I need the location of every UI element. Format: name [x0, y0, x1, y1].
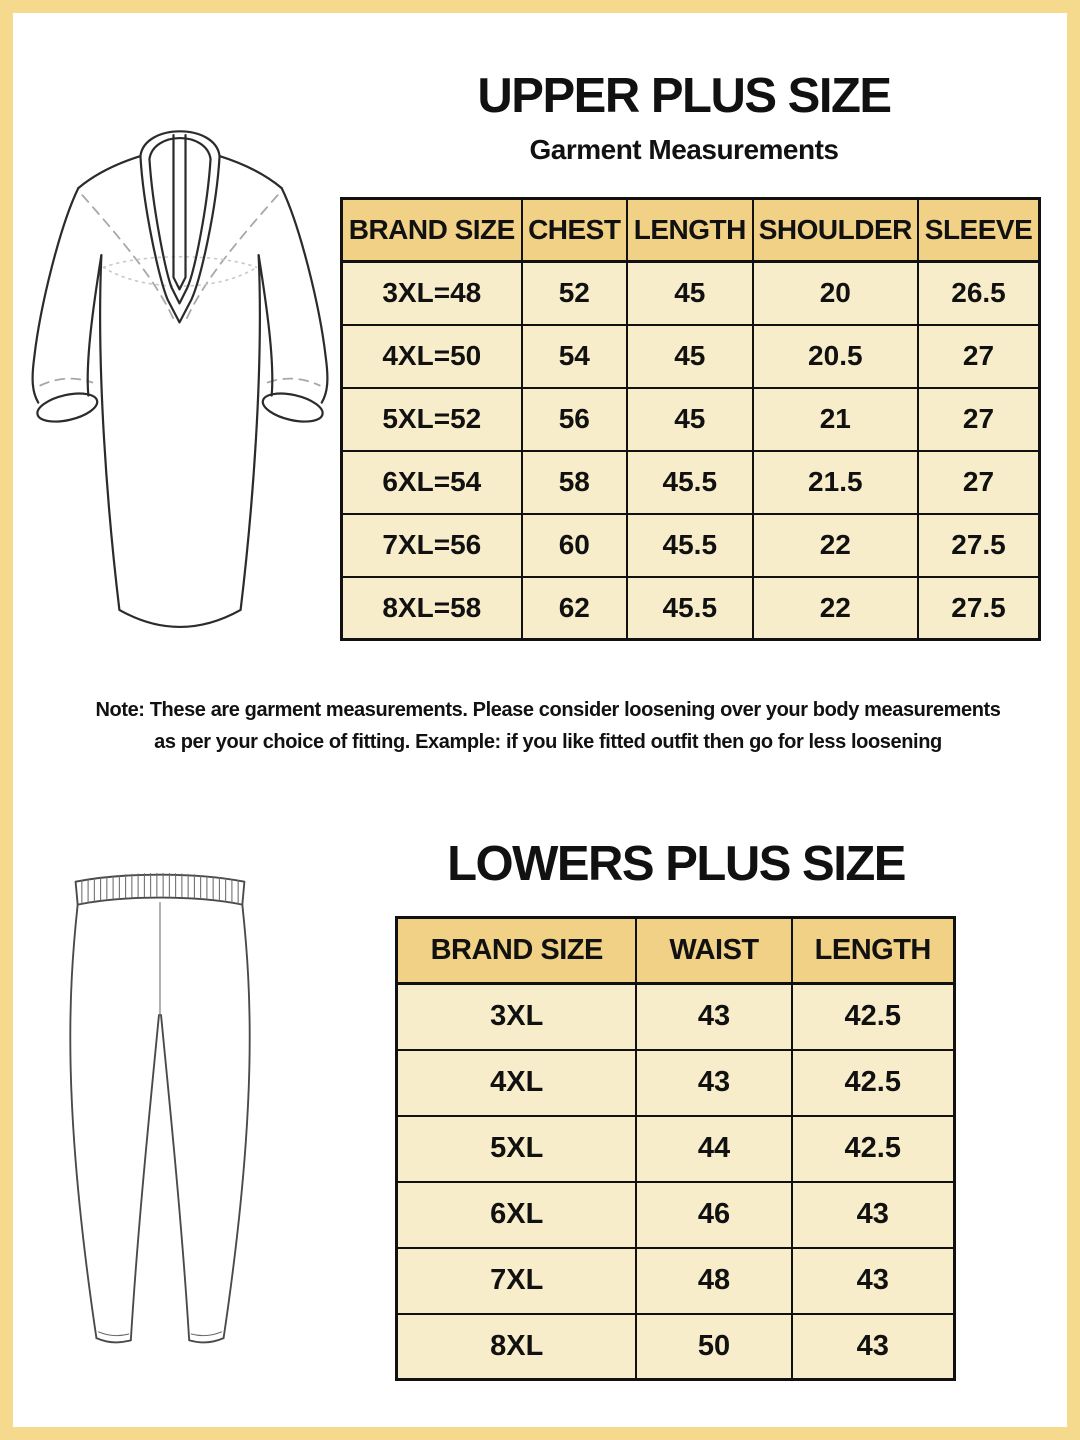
- table-cell: 52: [520, 260, 628, 326]
- table-cell: 43: [790, 1312, 956, 1381]
- header-cell: WAIST: [635, 916, 793, 985]
- upper-title: UPPER PLUS SIZE: [477, 69, 892, 123]
- table-row: 7XL 48 43: [395, 1246, 956, 1315]
- table-cell: 8XL=58: [340, 575, 523, 641]
- table-cell: 20.5: [751, 323, 920, 389]
- table-cell: 43: [790, 1180, 956, 1249]
- table-row: 6XL=54 58 45.5 21.5 27: [340, 449, 1041, 515]
- table-cell: 5XL=52: [340, 386, 523, 452]
- table-row: 5XL=52 56 45 21 27: [340, 386, 1041, 452]
- table-cell: 42.5: [790, 982, 956, 1051]
- table-cell: 50: [635, 1312, 793, 1381]
- table-cell: 43: [635, 982, 793, 1051]
- table-header-row: BRAND SIZE WAIST LENGTH: [395, 916, 956, 985]
- table-cell: 45.5: [625, 449, 754, 515]
- lowers-title: LOWERS PLUS SIZE: [447, 837, 906, 891]
- table-cell: 27: [917, 323, 1041, 389]
- table-cell: 27: [917, 449, 1041, 515]
- table-row: 3XL 43 42.5: [395, 982, 956, 1051]
- table-cell: 4XL: [395, 1048, 638, 1117]
- table-row: 5XL 44 42.5: [395, 1114, 956, 1183]
- table-row: 7XL=56 60 45.5 22 27.5: [340, 512, 1041, 578]
- upper-size-table: BRAND SIZE CHEST LENGTH SHOULDER SLEEVE 3XL=…: [340, 197, 1041, 641]
- table-row: 6XL 46 43: [395, 1180, 956, 1249]
- table-row: 3XL=48 52 45 20 26.5: [340, 260, 1041, 326]
- lowers-size-table: BRAND SIZE WAIST LENGTH 3XL 43 42.5 4XL 43 42.5…: [395, 916, 956, 1381]
- table-cell: 62: [520, 575, 628, 641]
- table-cell: 56: [520, 386, 628, 452]
- upper-section-header: UPPER PLUS SIZE Garment Measurements: [328, 69, 1040, 166]
- table-cell: 4XL=50: [340, 323, 523, 389]
- table-cell: 26.5: [917, 260, 1041, 326]
- table-row: 4XL=50 54 45 20.5 27: [340, 323, 1041, 389]
- table-cell: 22: [751, 575, 920, 641]
- note-line-2: as per your choice of fitting. Example: …: [154, 731, 942, 754]
- table-cell: 21: [751, 386, 920, 452]
- table-cell: 8XL: [395, 1312, 638, 1381]
- table-cell: 22: [751, 512, 920, 578]
- table-header-row: BRAND SIZE CHEST LENGTH SHOULDER SLEEVE: [340, 197, 1041, 263]
- table-cell: 45: [625, 386, 754, 452]
- table-cell: 45.5: [625, 512, 754, 578]
- table-cell: 46: [635, 1180, 793, 1249]
- table-cell: 54: [520, 323, 628, 389]
- header-cell: SHOULDER: [751, 197, 920, 263]
- table-cell: 43: [790, 1246, 956, 1315]
- table-cell: 45.5: [625, 575, 754, 641]
- table-cell: 60: [520, 512, 628, 578]
- header-cell: BRAND SIZE: [395, 916, 638, 985]
- header-cell: LENGTH: [625, 197, 754, 263]
- table-cell: 48: [635, 1246, 793, 1315]
- table-cell: 45: [625, 260, 754, 326]
- table-cell: 6XL=54: [340, 449, 523, 515]
- table-cell: 21.5: [751, 449, 920, 515]
- note-line-1: Note: These are garment measurements. Pl…: [95, 699, 1001, 721]
- leggings-line-drawing: [69, 872, 251, 1344]
- table-cell: 27.5: [917, 512, 1041, 578]
- header-cell: CHEST: [520, 197, 628, 263]
- table-cell: 43: [635, 1048, 793, 1117]
- table-cell: 7XL=56: [340, 512, 523, 578]
- upper-subtitle: Garment Measurements: [529, 134, 839, 166]
- table-cell: 27.5: [917, 575, 1041, 641]
- table-row: 4XL 43 42.5: [395, 1048, 956, 1117]
- table-row: 8XL 50 43: [395, 1312, 956, 1381]
- table-cell: 42.5: [790, 1114, 956, 1183]
- table-cell: 3XL: [395, 982, 638, 1051]
- table-cell: 7XL: [395, 1246, 638, 1315]
- table-cell: 5XL: [395, 1114, 638, 1183]
- table-cell: 27: [917, 386, 1041, 452]
- table-cell: 6XL: [395, 1180, 638, 1249]
- table-cell: 58: [520, 449, 628, 515]
- header-cell: BRAND SIZE: [340, 197, 523, 263]
- table-row: 8XL=58 62 45.5 22 27.5: [340, 575, 1041, 641]
- header-cell: LENGTH: [790, 916, 956, 985]
- table-cell: 45: [625, 323, 754, 389]
- table-cell: 42.5: [790, 1048, 956, 1117]
- header-cell: SLEEVE: [917, 197, 1041, 263]
- kurta-line-drawing: [31, 130, 329, 629]
- table-cell: 44: [635, 1114, 793, 1183]
- measurement-note: Note: These are garment measurements. Pl…: [48, 694, 1048, 759]
- lowers-section-header: LOWERS PLUS SIZE: [348, 837, 1004, 891]
- table-cell: 20: [751, 260, 920, 326]
- table-cell: 3XL=48: [340, 260, 523, 326]
